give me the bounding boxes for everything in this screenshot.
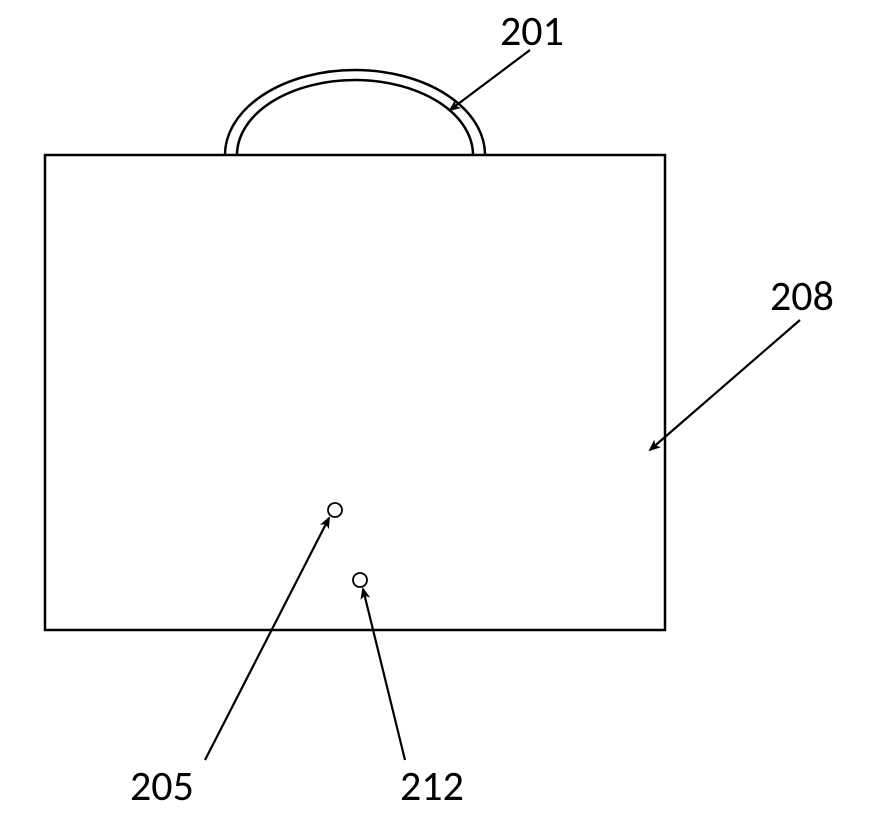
main-box <box>45 155 665 630</box>
label-205: 205 <box>130 761 194 812</box>
label-208: 208 <box>770 271 834 322</box>
marker-circle-c212 <box>353 573 367 587</box>
label-212: 212 <box>400 761 464 812</box>
marker-circle-c205 <box>328 503 342 517</box>
label-201: 201 <box>500 6 564 57</box>
